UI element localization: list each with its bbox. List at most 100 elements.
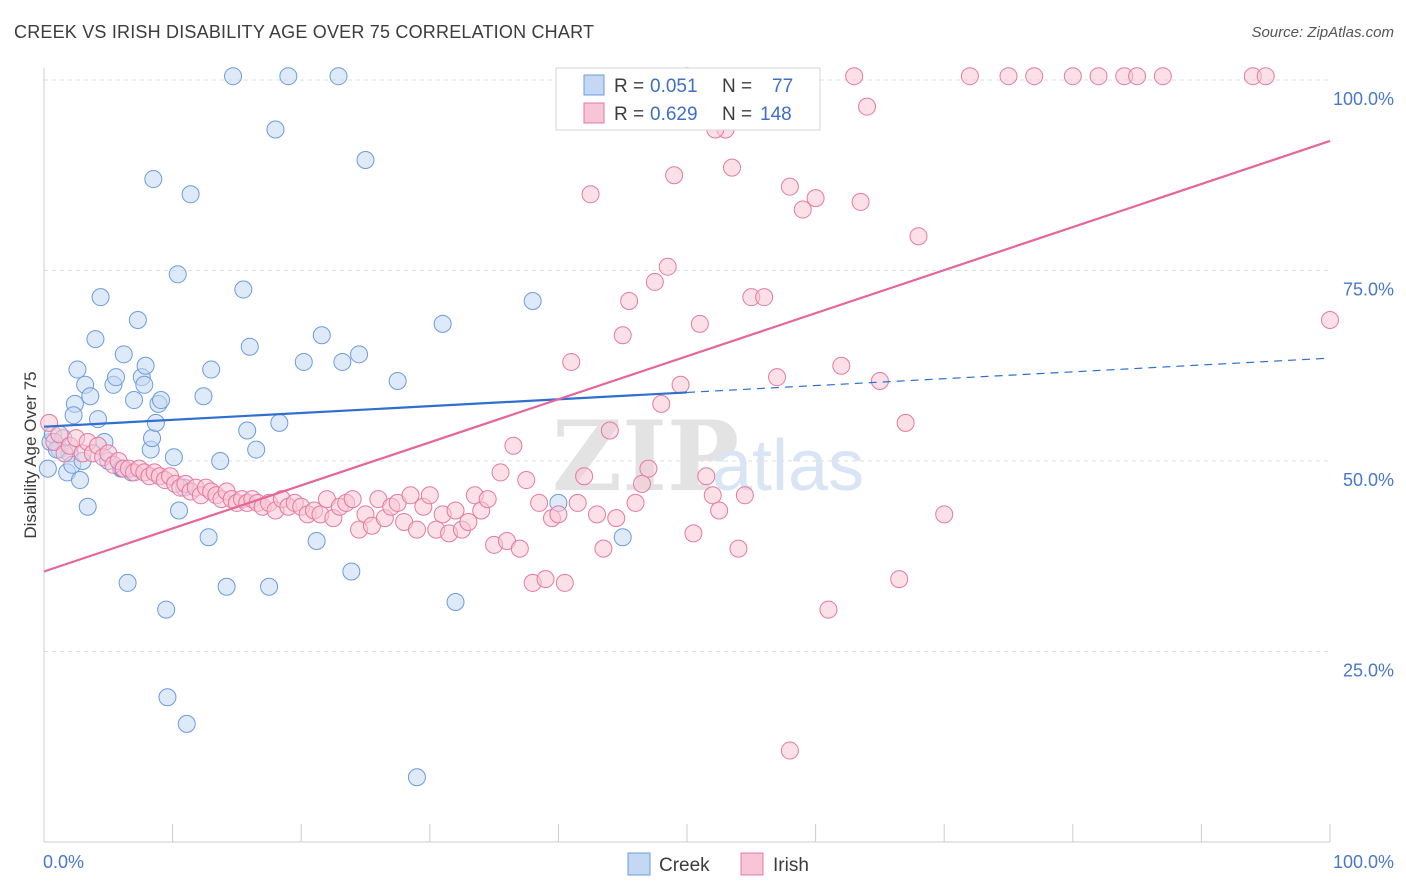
creek-point-20 xyxy=(107,368,126,387)
irish-point-119 xyxy=(768,368,787,387)
axes xyxy=(43,68,1331,843)
irish-point-128 xyxy=(896,413,915,432)
creek-point-31 xyxy=(143,429,162,448)
creek-point-13 xyxy=(81,387,100,406)
creek-point-36 xyxy=(157,600,176,619)
creek-point-55 xyxy=(266,120,285,139)
irish-point-100 xyxy=(632,474,651,493)
y-tick-label-0: 25.0% xyxy=(1343,661,1394,681)
irish-point-93 xyxy=(587,505,606,524)
creek-point-10 xyxy=(71,471,90,490)
creek-point-63 xyxy=(342,562,361,581)
creek-point-48 xyxy=(217,577,236,596)
creek-point-37 xyxy=(158,688,177,707)
legend-irish-n-value: 148 xyxy=(760,104,792,125)
x-tick-label-max: 100.0% xyxy=(1333,852,1394,872)
irish-point-129 xyxy=(909,227,928,246)
irish-point-110 xyxy=(697,467,716,486)
irish-point-73 xyxy=(459,512,478,531)
irish-point-106 xyxy=(671,375,690,394)
creek-point-58 xyxy=(294,352,313,371)
creek-point-25 xyxy=(125,391,144,410)
irish-point-81 xyxy=(510,539,529,558)
grid xyxy=(44,79,1330,652)
irish-point-135 xyxy=(1089,67,1108,86)
irish-point-134 xyxy=(1063,67,1082,86)
trend-lines xyxy=(43,139,1331,573)
creek-point-59 xyxy=(307,532,326,551)
creek-point-51 xyxy=(238,421,257,440)
chart-title: CREEK VS IRISH DISABILITY AGE OVER 75 CO… xyxy=(14,22,595,42)
irish-point-91 xyxy=(575,467,594,486)
irish-point-112 xyxy=(710,501,729,520)
legend-creek-r-label: R = xyxy=(614,76,644,97)
irish-point-67 xyxy=(420,486,439,505)
creek-point-45 xyxy=(199,528,218,547)
creek-point-22 xyxy=(114,345,133,364)
creek-point-38 xyxy=(164,448,183,467)
irish-point-101 xyxy=(639,459,658,478)
irish-point-96 xyxy=(607,509,626,528)
bottom-legend-swatch-creek xyxy=(627,852,651,876)
creek-point-61 xyxy=(329,67,348,86)
creek-point-28 xyxy=(135,375,154,394)
irish-point-133 xyxy=(1025,67,1044,86)
creek-point-23 xyxy=(118,573,137,592)
creek-point-9 xyxy=(68,360,87,379)
irish-point-108 xyxy=(684,524,703,543)
legend-swatch-irish xyxy=(583,102,605,124)
irish-point-116 xyxy=(735,486,754,505)
irish-point-143 xyxy=(780,741,799,760)
creek-point-68 xyxy=(433,314,452,333)
creek-point-12 xyxy=(78,497,97,516)
irish-point-127 xyxy=(870,371,889,390)
creek-point-64 xyxy=(350,345,369,364)
irish-point-142 xyxy=(851,192,870,211)
creek-point-40 xyxy=(170,501,189,520)
irish-point-89 xyxy=(562,352,581,371)
irish-point-114 xyxy=(723,158,742,177)
creek-point-66 xyxy=(388,371,407,390)
irish-point-141 xyxy=(1321,311,1339,330)
bottom-legend-irish: Irish xyxy=(773,855,809,876)
creek-point-47 xyxy=(211,452,230,470)
irish-point-121 xyxy=(793,200,812,219)
creek-point-52 xyxy=(240,337,259,356)
irish-point-71 xyxy=(446,501,465,520)
irish-point-94 xyxy=(594,539,613,558)
creek-point-56 xyxy=(270,413,289,432)
y-tick-label-1: 50.0% xyxy=(1343,470,1394,490)
irish-point-115 xyxy=(729,539,748,558)
creek-point-53 xyxy=(247,440,266,459)
irish-point-104 xyxy=(658,257,677,276)
creek-point-49 xyxy=(224,67,243,86)
creek-point-62 xyxy=(333,352,352,371)
irish-point-132 xyxy=(999,67,1018,86)
irish-point-126 xyxy=(858,97,877,116)
creek-point-74 xyxy=(64,406,83,425)
creek-point-32 xyxy=(144,170,163,189)
creek-point-44 xyxy=(194,387,213,406)
legend-irish-r-value: 0.629 xyxy=(650,104,698,125)
irish-point-80 xyxy=(504,436,523,455)
irish-point-123 xyxy=(819,600,838,619)
creek-point-67 xyxy=(407,768,426,787)
creek-point-16 xyxy=(91,288,110,307)
creek-point-39 xyxy=(168,265,187,284)
creek-point-54 xyxy=(260,577,279,596)
irish-point-120 xyxy=(780,177,799,196)
y-axis-title: Disability Age Over 75 xyxy=(21,371,40,538)
creek-point-46 xyxy=(202,360,221,379)
irish-point-131 xyxy=(960,67,979,86)
legend: R = 0.051 N = 77 R = 0.629 N = 148 xyxy=(555,67,821,131)
irish-point-88 xyxy=(555,573,574,592)
irish-point-122 xyxy=(806,189,825,208)
creek-point-42 xyxy=(177,714,196,733)
creek-point-50 xyxy=(234,280,253,299)
bottom-legend: Creek Irish xyxy=(627,852,809,876)
creek-point-29 xyxy=(136,356,155,375)
irish-point-103 xyxy=(652,394,671,413)
creek-point-26 xyxy=(128,311,147,330)
irish-point-102 xyxy=(645,272,664,291)
irish-point-97 xyxy=(613,326,632,345)
